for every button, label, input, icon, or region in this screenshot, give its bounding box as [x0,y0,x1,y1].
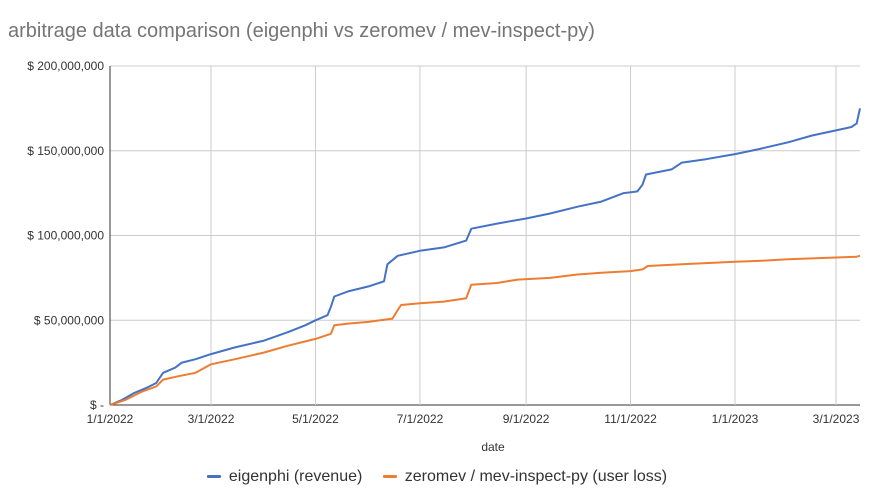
chart-title: arbitrage data comparison (eigenphi vs z… [8,20,595,42]
y-tick-label: $ - [90,398,104,412]
x-tick-label: 5/1/2022 [292,412,339,426]
grid-layer [109,65,860,406]
legend-swatch-zeromev [382,475,397,479]
axis-layer: $ - $ 50,000,000 $ 100,000,000 $ 150,000,00… [27,59,859,426]
x-tick-label: 3/1/2023 [813,412,860,426]
legend-label-eigenphi: eigenphi (revenue) [228,468,363,485]
x-tick-label: 9/1/2022 [503,412,550,426]
legend-label-zeromev: zeromev / mev-inspect-py (user loss) [404,468,668,485]
x-tick-label: 7/1/2022 [397,412,444,426]
legend-swatch-eigenphi [206,475,221,479]
y-tick-label: $ 50,000,000 [34,313,104,327]
y-tick-label: $ 100,000,000 [27,229,104,243]
x-tick-label: 11/1/2022 [604,412,657,426]
series-layer [109,108,861,406]
legend-item-zeromev: zeromev / mev-inspect-py (user loss) [382,468,668,486]
series-line-0 [109,108,861,406]
x-axis-label: date [481,440,505,454]
legend: eigenphi (revenue) zeromev / mev-inspect… [0,468,874,486]
x-tick-label: 1/1/2022 [87,412,134,426]
legend-item-eigenphi: eigenphi (revenue) [206,468,363,486]
y-tick-label: $ 150,000,000 [27,144,104,158]
y-tick-label: $ 200,000,000 [27,59,104,73]
x-tick-label: 3/1/2022 [188,412,235,426]
series-line-1 [109,254,861,406]
x-tick-label: 1/1/2023 [712,412,759,426]
